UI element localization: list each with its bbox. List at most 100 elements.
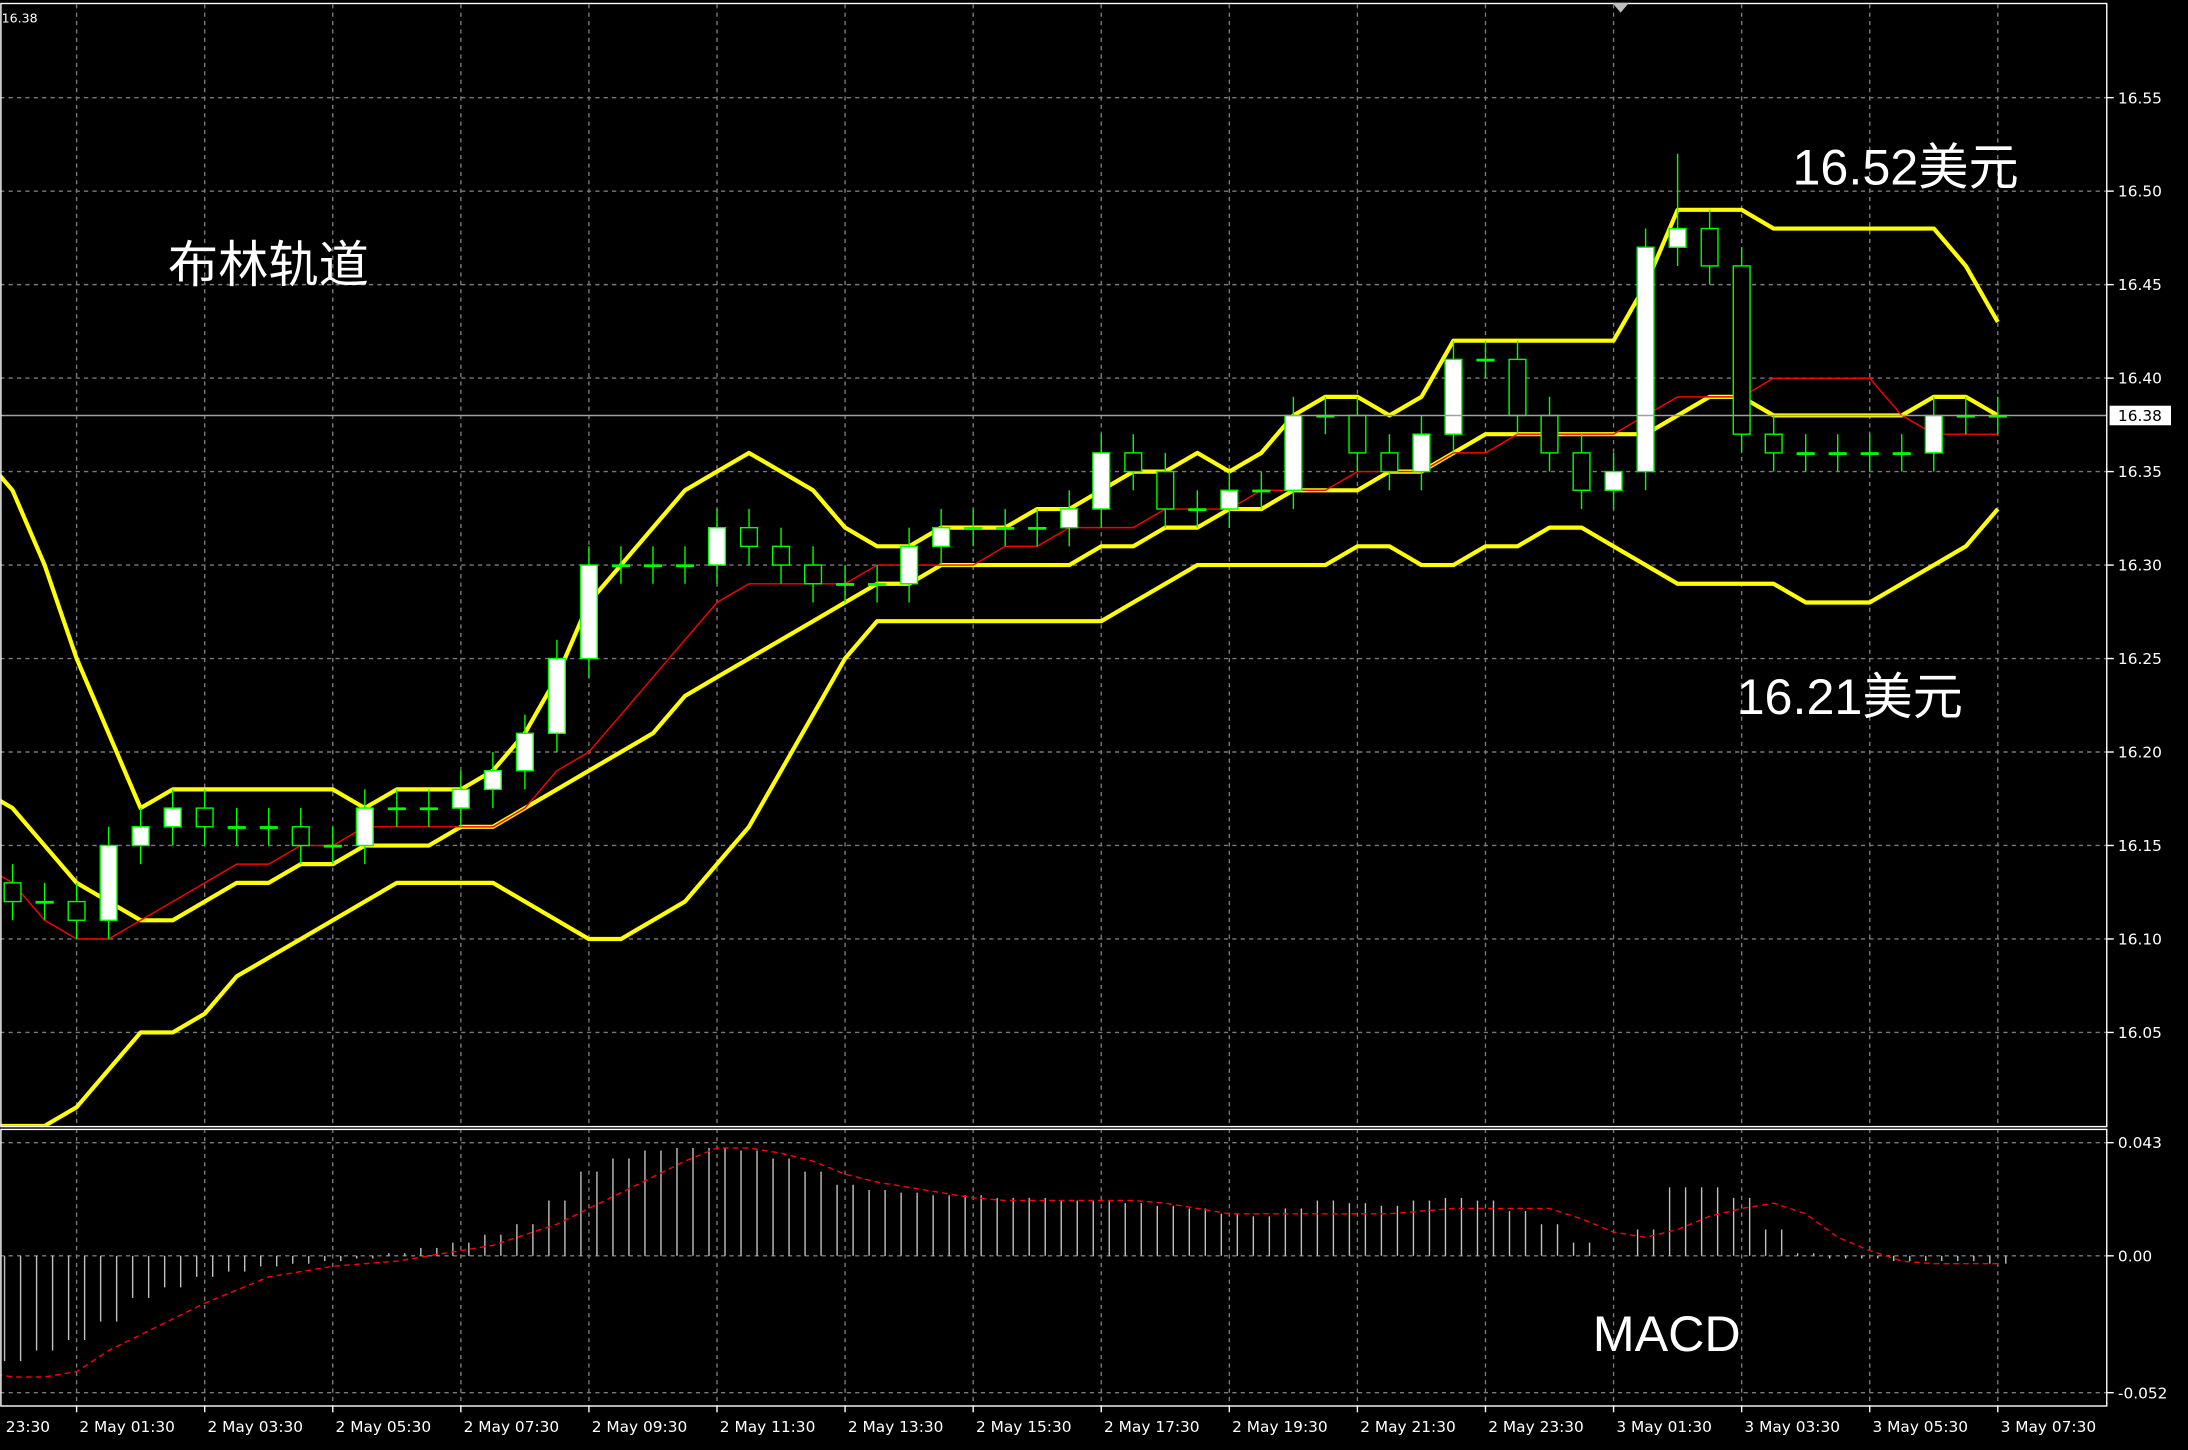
x-tick-label: 3 May 03:30: [1744, 1418, 1840, 1436]
candle-body: [419, 807, 438, 811]
x-tick-label: 2 May 01:30: [79, 1418, 175, 1436]
candle-body: [579, 564, 599, 660]
candle-body: [771, 545, 791, 566]
candle-body: [1508, 358, 1527, 417]
current-price-label: 16.38: [2118, 407, 2162, 425]
annotation: 16.21美元: [1737, 668, 1963, 725]
x-tick-label: 2 May 15:30: [976, 1418, 1072, 1436]
x-tick-label: 2 May 17:30: [1104, 1418, 1200, 1436]
candle-body: [35, 900, 54, 904]
shift-marker: [1612, 2, 1630, 13]
candle-body: [1028, 526, 1047, 530]
candle-body: [1732, 265, 1751, 435]
candle-body: [900, 545, 919, 585]
x-tick-label: 2 May 09:30: [592, 1418, 688, 1436]
y-tick-label: -0.052: [2118, 1384, 2168, 1402]
y-tick-label: 16.15: [2118, 837, 2162, 855]
candle-body: [1636, 246, 1655, 473]
candle-body: [67, 900, 86, 921]
candle-body: [195, 807, 214, 828]
x-tick-label: 2 May 19:30: [1232, 1418, 1328, 1436]
y-tick-label: 0.043: [2118, 1134, 2162, 1152]
candle-body: [739, 526, 759, 548]
y-tick-label: 16.50: [2118, 183, 2162, 201]
candle-body: [1924, 414, 1943, 454]
candle-body: [1252, 489, 1271, 493]
candle-body: [291, 826, 310, 847]
candle-body: [1092, 452, 1111, 510]
candle-body: [355, 807, 374, 847]
candle-body: [1124, 452, 1143, 473]
y-tick-label: 16.05: [2118, 1024, 2162, 1042]
y-tick-label: 16.35: [2118, 463, 2162, 481]
candle-body: [3, 882, 22, 903]
annotation: 16.52美元: [1792, 138, 2018, 195]
candle-body: [836, 583, 855, 586]
candle-body: [1604, 470, 1623, 491]
candle-body: [163, 807, 182, 828]
top-price: 16.38: [2, 10, 38, 25]
candle-body: [483, 770, 502, 791]
candle-body: [932, 526, 951, 548]
y-tick-label: 16.30: [2118, 557, 2162, 575]
indicator-line: [0, 377, 1998, 940]
candle-body: [868, 583, 887, 586]
candle-body: [547, 657, 566, 735]
y-tick-label: 16.55: [2118, 89, 2162, 107]
candle-body: [1828, 452, 1847, 455]
candle-body: [323, 844, 342, 848]
candle-body: [451, 788, 470, 809]
annotation: 布林轨道: [168, 236, 369, 293]
candle-body: [1284, 414, 1303, 491]
candle-body: [1476, 358, 1495, 362]
macd-frame: [0, 1128, 2108, 1407]
indicator-line: [0, 507, 2000, 1126]
candle-body: [1540, 414, 1559, 454]
candle-body: [1380, 452, 1399, 473]
x-tick-label: 2 May 11:30: [720, 1418, 816, 1436]
candle-body: [803, 564, 823, 585]
current-price-box: [2109, 405, 2172, 426]
candle-body: [643, 564, 663, 568]
price-pane: 16.52美元 16.21美元 布林轨道: [0, 4, 2107, 1126]
candle-body: [1700, 227, 1719, 267]
candle-body: [1796, 452, 1815, 455]
candle-body: [1156, 470, 1175, 510]
x-tick-label: 2 May 05:30: [336, 1418, 432, 1436]
candle-body: [1348, 414, 1367, 454]
y-tick-label: 16.20: [2118, 744, 2162, 762]
candle-body: [1572, 452, 1591, 491]
candle-body: [1060, 508, 1079, 529]
x-tick-label: 2 May 13:30: [848, 1418, 944, 1436]
x-tick-label: 3 May 01:30: [1616, 1418, 1712, 1436]
candle-body: [964, 526, 983, 530]
candle-body: [996, 526, 1015, 530]
signal-line: [0, 1147, 1998, 1378]
candle-body: [675, 564, 695, 568]
candle-body: [515, 732, 534, 772]
y-tick-label: 16.45: [2118, 276, 2162, 294]
x-tick-label: 3 May 05:30: [1873, 1418, 1969, 1436]
x-tick-label: 2 May 07:30: [464, 1418, 560, 1436]
candle-body: [387, 807, 406, 811]
y-tick-label: 16.10: [2118, 931, 2162, 949]
x-tick-label: 2 May 21:30: [1360, 1418, 1456, 1436]
x-tick-label: 23:30: [6, 1418, 50, 1436]
y-tick-label: 16.25: [2118, 650, 2162, 668]
candle-body: [99, 844, 118, 921]
candle-body: [1860, 452, 1879, 455]
candle-body: [131, 826, 150, 847]
candle-body: [611, 564, 631, 568]
candle-body: [1892, 452, 1911, 455]
macd-label: MACD: [1593, 1305, 1741, 1362]
candle-body: [1668, 227, 1687, 248]
x-tick-label: 3 May 07:30: [2001, 1418, 2097, 1436]
candle-body: [1764, 433, 1783, 454]
candle-body: [707, 526, 727, 566]
candle-body: [227, 826, 246, 829]
y-tick-label: 0.00: [2118, 1247, 2152, 1265]
